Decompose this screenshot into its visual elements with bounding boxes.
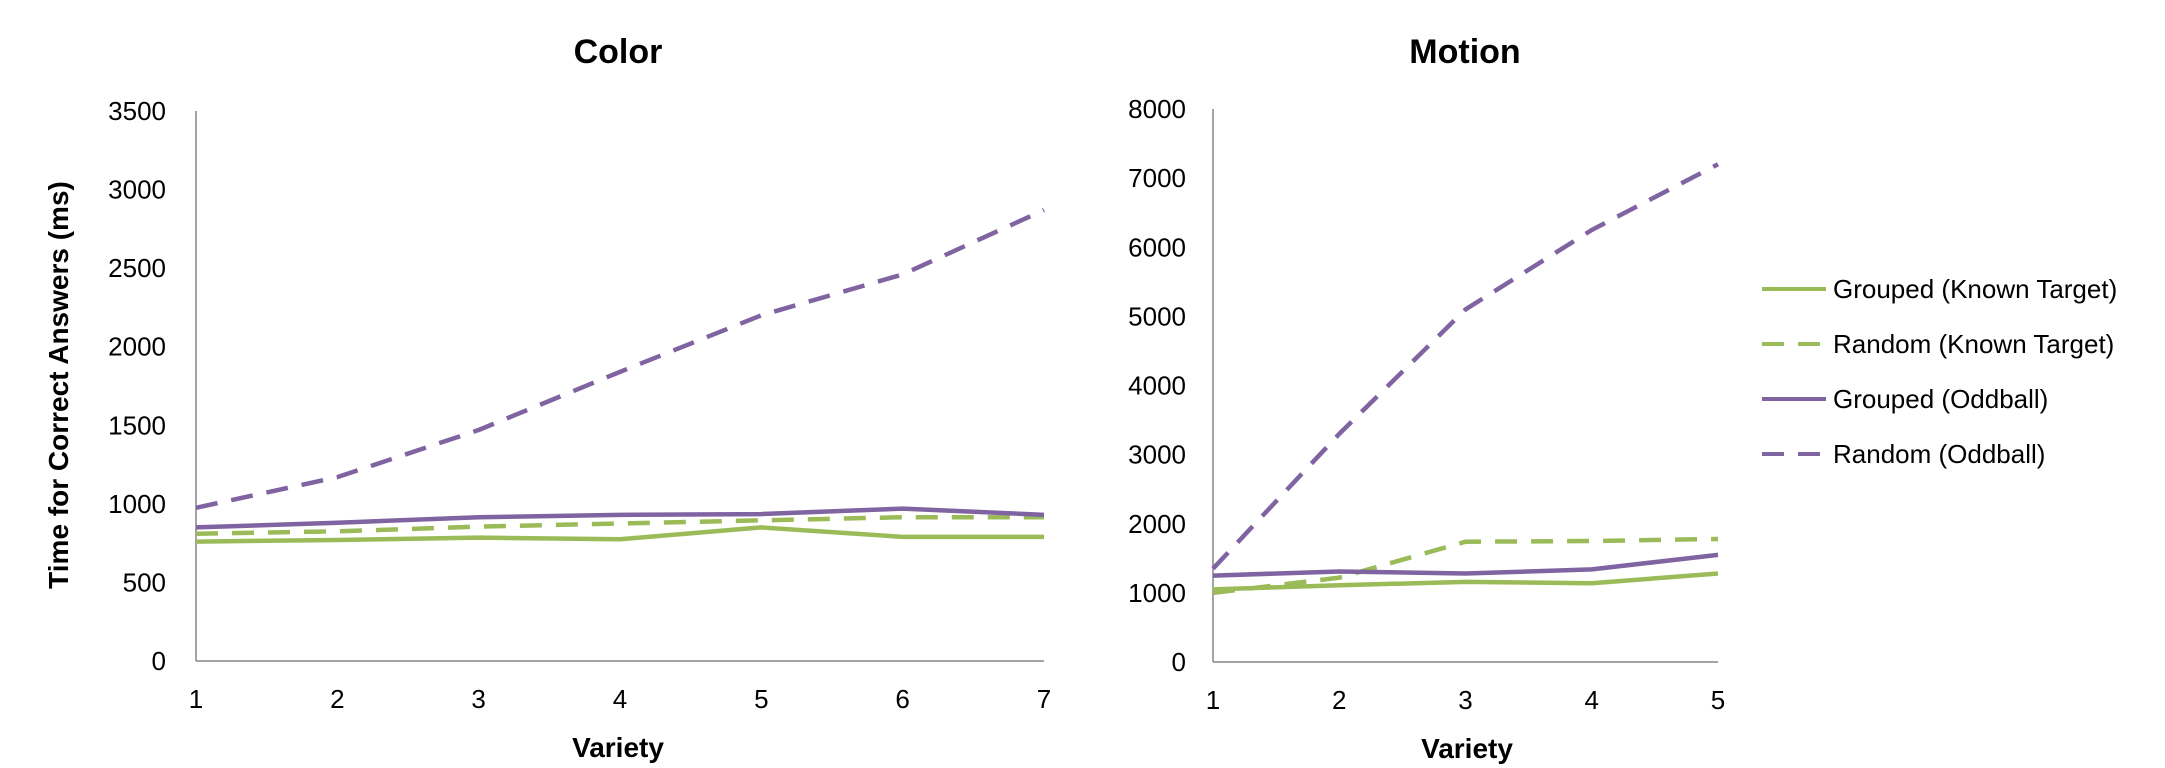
series-line-grouped-known-target [1212, 571, 1719, 592]
legend-label: Grouped (Known Target) [1833, 274, 2117, 304]
y-tick-label: 0 [152, 646, 166, 676]
legend-item: Grouped (Known Target) [1762, 274, 2117, 304]
legend-item: Random (Oddball) [1762, 439, 2045, 469]
series-line-grouped-oddball [195, 506, 1045, 530]
x-tick-label: 2 [1332, 685, 1346, 715]
x-tick-label: 1 [1206, 685, 1220, 715]
y-tick-label: 1000 [1128, 578, 1186, 608]
x-tick-label: 4 [613, 684, 627, 714]
legend: Grouped (Known Target) Random (Known Tar… [1762, 274, 2117, 469]
y-ticks: 0 1000 2000 3000 4000 5000 6000 7000 8000 [1128, 94, 1186, 677]
series-line-random-oddball [195, 207, 1045, 510]
legend-item: Random (Known Target) [1762, 329, 2114, 359]
x-ticks: 1 2 3 4 5 [1206, 685, 1725, 715]
x-ticks: 1 2 3 4 5 6 7 [189, 684, 1051, 714]
x-tick-label: 4 [1585, 685, 1599, 715]
y-tick-label: 2000 [108, 332, 166, 362]
y-tick-label: 4000 [1128, 371, 1186, 401]
y-tick-label: 6000 [1128, 232, 1186, 262]
y-tick-label: 2000 [1128, 509, 1186, 539]
y-tick-label: 2500 [108, 253, 166, 283]
chart-title: Color [574, 33, 663, 71]
x-tick-label: 5 [754, 684, 768, 714]
y-tick-label: 5000 [1128, 301, 1186, 331]
series-line-random-known-target [1212, 536, 1719, 596]
x-tick-label: 7 [1037, 684, 1051, 714]
x-tick-label: 3 [1458, 685, 1472, 715]
y-tick-label: 3000 [1128, 440, 1186, 470]
legend-item: Grouped (Oddball) [1762, 384, 2048, 414]
axes [1212, 109, 1718, 663]
y-tick-label: 3000 [108, 175, 166, 205]
legend-label: Random (Oddball) [1833, 439, 2045, 469]
y-ticks: 0 500 1000 1500 2000 2500 3000 3500 [108, 96, 166, 676]
y-tick-label: 1500 [108, 410, 166, 440]
color-chart: Color Time for Correct Answers (ms) Vari… [43, 33, 1051, 763]
series-lines [1211, 162, 1720, 596]
y-axis-label: Time for Correct Answers (ms) [43, 181, 74, 589]
legend-label: Grouped (Oddball) [1833, 384, 2048, 414]
chart-title: Motion [1409, 33, 1520, 71]
series-line-grouped-oddball [1212, 552, 1719, 578]
x-tick-label: 2 [330, 684, 344, 714]
series-line-random-oddball [1211, 162, 1720, 571]
series-line-random-known-target [195, 514, 1044, 536]
y-tick-label: 3500 [108, 96, 166, 126]
series-lines [195, 207, 1045, 544]
x-tick-label: 5 [1711, 685, 1725, 715]
y-tick-label: 8000 [1128, 94, 1186, 124]
x-tick-label: 1 [189, 684, 203, 714]
axes [195, 111, 1044, 662]
motion-chart: Motion Variety 0 1000 2000 3000 4000 5000 6000… [1128, 33, 1725, 764]
legend-label: Random (Known Target) [1833, 329, 2114, 359]
x-tick-label: 6 [895, 684, 909, 714]
series-line-grouped-known-target [195, 525, 1044, 544]
x-axis-label: Variety [1421, 733, 1513, 764]
x-tick-label: 3 [471, 684, 485, 714]
y-tick-label: 500 [123, 567, 166, 597]
y-tick-label: 0 [1172, 647, 1186, 677]
y-tick-label: 7000 [1128, 163, 1186, 193]
y-tick-label: 1000 [108, 489, 166, 519]
x-axis-label: Variety [572, 732, 664, 763]
